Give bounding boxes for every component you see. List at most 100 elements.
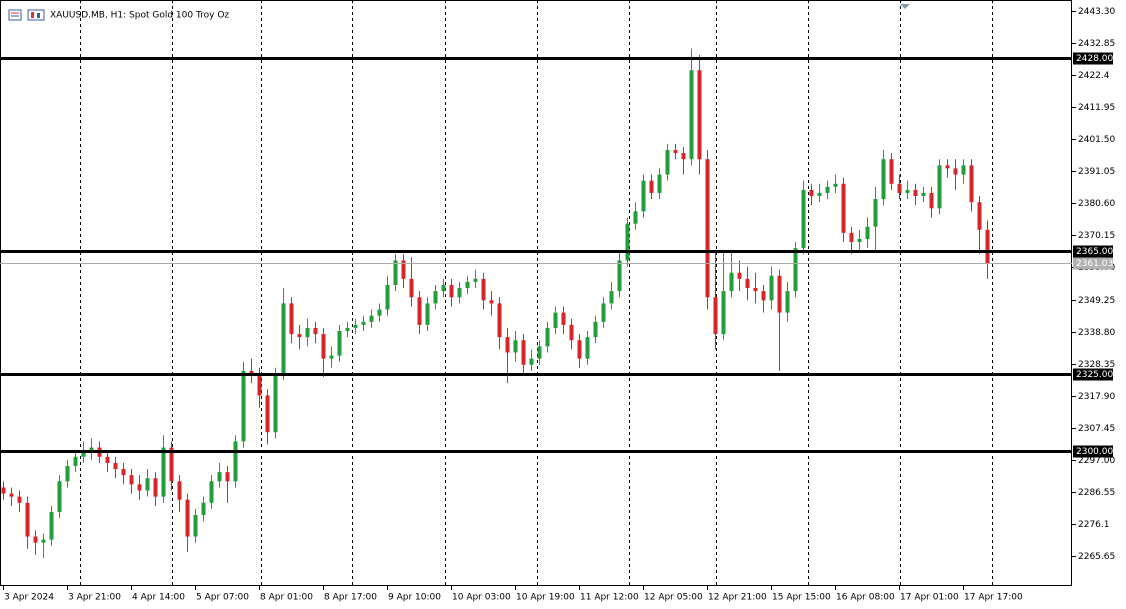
x-tick-label: 3 Apr 2024 <box>4 593 54 603</box>
x-tick-label: 12 Apr 21:00 <box>708 593 767 603</box>
candle-body <box>129 475 134 485</box>
x-tick-label: 12 Apr 05:00 <box>644 593 703 603</box>
candle-body <box>657 174 662 193</box>
candle-body <box>89 447 94 451</box>
candle-body <box>289 303 294 335</box>
y-tick-label: 2276.1 <box>1078 520 1110 530</box>
candle-body <box>1 487 6 494</box>
y-tick-label: 2349.25 <box>1078 296 1115 306</box>
candle-body <box>313 327 318 335</box>
y-tick-label: 2328.35 <box>1078 360 1115 370</box>
candle-body <box>225 472 230 482</box>
candle-body <box>297 334 302 338</box>
x-tick-label: 17 Apr 01:00 <box>900 593 959 603</box>
candle-body <box>905 189 910 193</box>
candle-body <box>281 303 286 374</box>
candle-body <box>113 462 118 470</box>
candle-body <box>161 447 166 497</box>
candle-body <box>841 183 846 233</box>
candle-body <box>521 340 526 365</box>
y-tick-label: 2307.45 <box>1078 424 1115 434</box>
candle-body <box>873 199 878 227</box>
x-tick-label: 11 Apr 12:00 <box>580 593 639 603</box>
candle-body <box>545 327 550 347</box>
icon <box>31 12 34 18</box>
candle-body <box>377 309 382 316</box>
candle-body <box>593 321 598 338</box>
candle-body <box>153 478 158 497</box>
candle-body <box>393 260 398 285</box>
v-grid <box>80 0 993 586</box>
candle-body <box>705 159 710 298</box>
level-label-bg <box>1073 368 1113 381</box>
y-tick-label: 2422.4 <box>1078 71 1110 81</box>
y-tick-label: 2401.50 <box>1078 135 1115 145</box>
candle-body <box>481 278 486 301</box>
candle-body <box>353 324 358 328</box>
candle-body <box>977 202 982 230</box>
candle-body <box>625 223 630 261</box>
x-tick-label: 15 Apr 15:00 <box>772 593 831 603</box>
candle-body <box>25 502 30 537</box>
candle-body <box>345 327 350 331</box>
candle-body <box>769 275 774 301</box>
candle-body <box>441 284 446 292</box>
y-tick-label: 2380.60 <box>1078 199 1115 209</box>
candle-body <box>889 159 894 184</box>
x-tick-label: 9 Apr 10:00 <box>388 593 441 603</box>
chart-title: XAUUSD.MB, H1: Spot Gold 100 Troy Oz <box>50 11 229 21</box>
y-tick-label: 2265.65 <box>1078 552 1115 562</box>
candle-body <box>433 291 438 304</box>
candle-body <box>409 278 414 298</box>
candle-body <box>41 539 46 543</box>
candle-body <box>233 441 238 482</box>
candle-body <box>17 496 22 503</box>
candle-body <box>193 515 198 537</box>
candle-body <box>585 337 590 359</box>
candle-body <box>49 511 54 540</box>
y-tick-label: 2432.85 <box>1078 39 1115 49</box>
candle-body <box>945 165 950 169</box>
candle-body <box>121 469 126 476</box>
candle-body <box>9 493 14 497</box>
candle-body <box>729 272 734 292</box>
candle-body <box>985 229 990 264</box>
level-label-bg <box>1073 245 1113 258</box>
x-tick-label: 10 Apr 19:00 <box>516 593 575 603</box>
candle-body <box>697 70 702 160</box>
candle-body <box>721 291 726 335</box>
candle-body <box>81 450 86 457</box>
candle-body <box>185 499 190 537</box>
candle-body <box>601 303 606 322</box>
level-label-bg <box>1073 52 1113 65</box>
candle-body <box>745 278 750 289</box>
y-tick-label: 2443.30 <box>1078 7 1115 17</box>
candle-body <box>561 312 566 325</box>
candle-body <box>257 373 262 396</box>
candle-body <box>273 373 278 433</box>
candle-body <box>809 189 814 197</box>
icon <box>27 9 45 21</box>
candle-body <box>65 465 70 482</box>
plot <box>1 48 990 559</box>
candle-body <box>761 291 766 301</box>
icon <box>8 9 22 21</box>
candle-body <box>537 346 542 359</box>
candle-body <box>105 456 110 463</box>
candle-body <box>961 165 966 175</box>
x-tick-label: 17 Apr 17:00 <box>964 593 1023 603</box>
candle-body <box>249 370 254 374</box>
candle-body <box>793 248 798 292</box>
candle-body <box>777 275 782 313</box>
candle-body <box>361 321 366 325</box>
candle-body <box>969 165 974 203</box>
level-label: 2365.00 <box>1076 247 1113 257</box>
candle-body <box>529 358 534 365</box>
level-label: 2428.00 <box>1076 54 1113 64</box>
title-icons <box>8 9 45 21</box>
candle-body <box>897 183 902 193</box>
y-tick-label: 2317.90 <box>1078 392 1115 402</box>
candle-body <box>553 312 558 328</box>
